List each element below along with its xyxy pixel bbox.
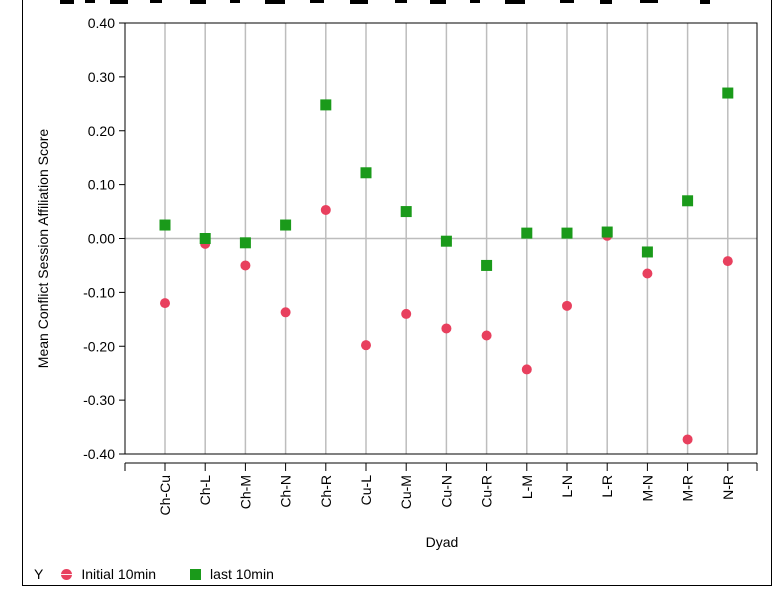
point-last-10min [601, 226, 613, 238]
point-last-10min [561, 227, 573, 239]
x-tick-label: M-N [639, 475, 655, 501]
point-initial-10min [240, 260, 251, 271]
x-tick-label: Cu-L [358, 475, 374, 506]
point-last-10min [239, 237, 251, 249]
point-last-10min [722, 87, 734, 99]
y-tick-label: -0.40 [83, 446, 115, 462]
x-axis-ticks: Ch-Cu Ch-L Ch-M Ch-N Ch-R Cu-L Cu-M Cu-N Cu-R L-M… [124, 463, 758, 515]
cropped-header-strip [60, 0, 710, 4]
x-tick-label: Ch-R [318, 475, 334, 508]
point-initial-10min [280, 307, 291, 318]
chart-frame [22, 0, 772, 586]
x-tick-label: L-R [599, 475, 615, 498]
y-tick-label: 0.10 [88, 177, 115, 193]
x-tick-label: Ch-N [278, 475, 294, 508]
x-tick-label: Ch-L [197, 475, 213, 506]
x-tick-label: Ch-M [237, 475, 253, 509]
y-tick-label: -0.10 [83, 284, 115, 300]
x-axis-title: Dyad [426, 534, 459, 550]
point-initial-10min [441, 323, 452, 334]
point-initial-10min [481, 330, 492, 341]
legend-group-label: Y [34, 566, 44, 582]
point-last-10min [481, 259, 493, 271]
y-tick-label: -0.30 [83, 392, 115, 408]
x-tick-label: L-N [559, 475, 575, 498]
y-axis-ticks: -0.40 -0.30 -0.20 -0.10 0.00 0.10 0.20 0.30 0.40 [83, 15, 125, 462]
point-last-10min [682, 195, 694, 207]
x-tick-label: Cu-R [479, 475, 495, 508]
y-tick-label: 0.00 [88, 231, 115, 247]
y-tick-label: 0.40 [88, 15, 115, 31]
legend-label-initial: Initial 10min [81, 566, 157, 582]
x-tick-label: M-R [680, 475, 696, 501]
scatter-chart: -0.40 -0.30 -0.20 -0.10 0.00 0.10 0.20 0.30 0.40… [35, 15, 758, 550]
data-points [159, 87, 734, 445]
y-tick-label: 0.20 [88, 123, 115, 139]
grid-layer [125, 23, 757, 454]
x-tick-label: L-M [519, 475, 535, 499]
legend-circle-marker [59, 568, 75, 580]
point-last-10min [159, 219, 171, 231]
point-last-10min [521, 227, 533, 239]
x-tick-label: Ch-Cu [157, 475, 173, 515]
point-last-10min [199, 233, 211, 244]
legend-item-initial[interactable]: Initial 10min [59, 566, 157, 582]
point-initial-10min [521, 364, 532, 375]
point-initial-10min [562, 300, 572, 311]
point-initial-10min [401, 308, 412, 319]
point-initial-10min [160, 298, 170, 309]
x-tick-label: Cu-M [398, 475, 414, 509]
point-last-10min [400, 206, 412, 218]
legend: Y Initial 10min last 10min [34, 563, 308, 585]
point-initial-10min [320, 204, 331, 215]
y-tick-label: -0.20 [83, 338, 115, 354]
point-last-10min [280, 219, 292, 231]
point-last-10min [641, 246, 653, 258]
point-last-10min [320, 99, 332, 111]
x-tick-label: N-R [720, 475, 736, 500]
point-initial-10min [642, 268, 653, 279]
point-initial-10min [722, 256, 733, 267]
point-last-10min [360, 167, 372, 179]
y-tick-label: 0.30 [88, 69, 115, 85]
point-last-10min [440, 235, 452, 247]
legend-label-last: last 10min [210, 566, 274, 582]
point-initial-10min [361, 340, 371, 351]
y-axis-title: Mean Conflict Session Affiliation Score [35, 129, 51, 369]
x-tick-label: Cu-N [438, 475, 454, 508]
legend-item-last[interactable]: last 10min [190, 566, 274, 582]
legend-square-marker [190, 568, 202, 580]
point-initial-10min [682, 434, 693, 445]
